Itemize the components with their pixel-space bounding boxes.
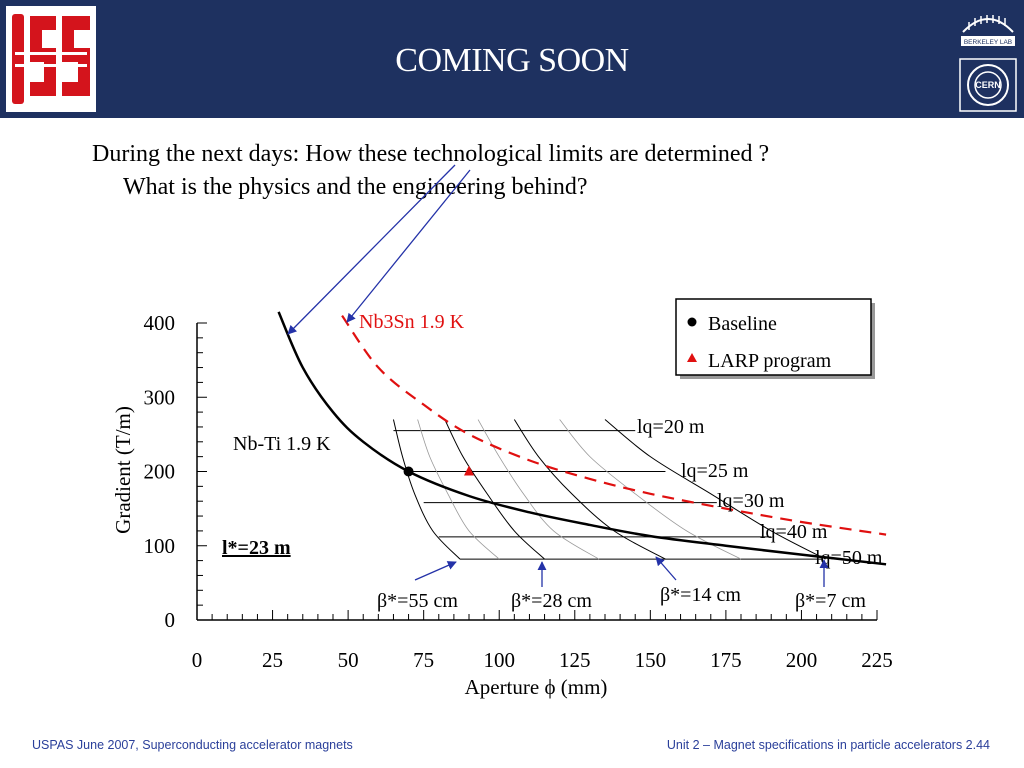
beta-curve [444,419,545,560]
x-tick-label: 75 [413,648,434,672]
y-axis-label: Gradient (T/m) [111,406,135,534]
beta-label-7: β*=7 cm [795,590,866,612]
header-bar: COMING SOON BERKELEY LAB CERN [0,0,1024,118]
cern-logo-text: CERN [975,80,1001,90]
arrow-to-beta55 [414,561,457,581]
point-larp [464,465,474,476]
series-line-nbti [277,311,887,566]
legend: Baseline LARP program [675,298,875,379]
intermediate-curve [477,419,600,560]
footer-right: Unit 2 – Magnet specifications in partic… [666,738,990,752]
annotation-arrows [287,164,829,587]
series-line-nb3sn [341,314,887,536]
y-tick-label: 400 [144,311,176,335]
arrow-to-nbti [287,164,456,335]
lq-label-40: lq=40 m [760,521,828,543]
arrow-to-beta14 [655,556,677,581]
y-tick-label: 0 [165,608,176,632]
intermediate-curve [417,419,500,560]
annotation-nb3sn: Nb3Sn 1.9 K [359,311,465,333]
y-tick-label: 200 [144,460,176,484]
intermediate-curve [559,419,742,560]
x-tick-label: 200 [786,648,818,672]
x-tick-label: 150 [635,648,667,672]
beta-label-28: β*=28 cm [511,590,592,612]
legend-label-baseline: Baseline [708,313,777,335]
lq-label-25: lq=25 m [681,460,749,482]
lq-lines [393,430,823,560]
berkeley-logo-text: BERKELEY LAB [964,39,1012,46]
beta-curves [392,419,826,560]
beta-curve [604,419,826,560]
legend-marker-baseline [687,317,697,327]
y-tick-label: 100 [144,534,176,558]
lq-label-30: lq=30 m [717,490,785,512]
slide-title: COMING SOON [395,42,629,79]
arrow-to-nb3sn [346,169,471,323]
x-tick-label: 125 [559,648,591,672]
beta-label-55: β*=55 cm [377,590,458,612]
x-tick-labels: 0 25 50 75 100 125 150 175 200 225 [192,648,893,672]
berkeley-lab-logo: BERKELEY LAB [957,4,1019,54]
point-baseline [403,466,414,477]
x-tick-label: 175 [710,648,742,672]
chart-axes [196,322,878,621]
lq-label-50: lq=50 m [815,547,883,569]
footer-left: USPAS June 2007, Superconducting acceler… [32,738,353,752]
intro-question-1: During the next days: How these technolo… [92,141,770,167]
legend-marker-larp [687,353,697,362]
x-axis-label: Aperture ϕ (mm) [465,675,608,699]
lq-label-20: lq=20 m [637,416,705,438]
intermediate-curves [417,419,742,560]
beta-curve [392,419,461,560]
cern-logo: CERN [957,56,1019,114]
y-tick-labels: 0 100 200 300 400 [144,311,176,632]
y-tick-label: 300 [144,385,176,409]
uspas-logo [6,6,96,112]
annotation-lstar: l*=23 m [222,537,291,559]
x-tick-label: 50 [338,648,359,672]
beta-label-14: β*=14 cm [660,584,741,606]
beta-curve [513,419,666,560]
x-tick-label: 225 [861,648,893,672]
annotation-nbti: Nb-Ti 1.9 K [233,433,331,455]
uspas-logo-graphic [12,14,90,104]
intro-question-2: What is the physics and the engineering … [123,174,588,200]
x-tick-label: 25 [262,648,283,672]
legend-label-larp: LARP program [708,350,832,372]
x-tick-label: 0 [192,648,203,672]
x-tick-label: 100 [483,648,515,672]
